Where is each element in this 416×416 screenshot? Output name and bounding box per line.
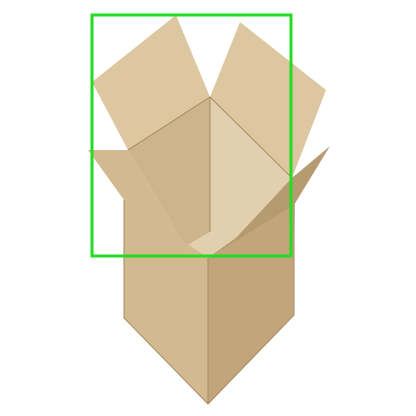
front-flap-left — [88, 150, 208, 258]
annotation-bounding-box — [90, 13, 293, 258]
inner-wall-right — [210, 97, 292, 238]
back-flap-right — [210, 22, 326, 178]
box-edges — [123, 96, 295, 405]
box-right-face — [208, 175, 295, 404]
front-flap-right — [208, 146, 330, 258]
back-flap-left — [92, 15, 210, 150]
inner-wall-left — [128, 97, 210, 246]
box-left-face — [124, 175, 208, 404]
